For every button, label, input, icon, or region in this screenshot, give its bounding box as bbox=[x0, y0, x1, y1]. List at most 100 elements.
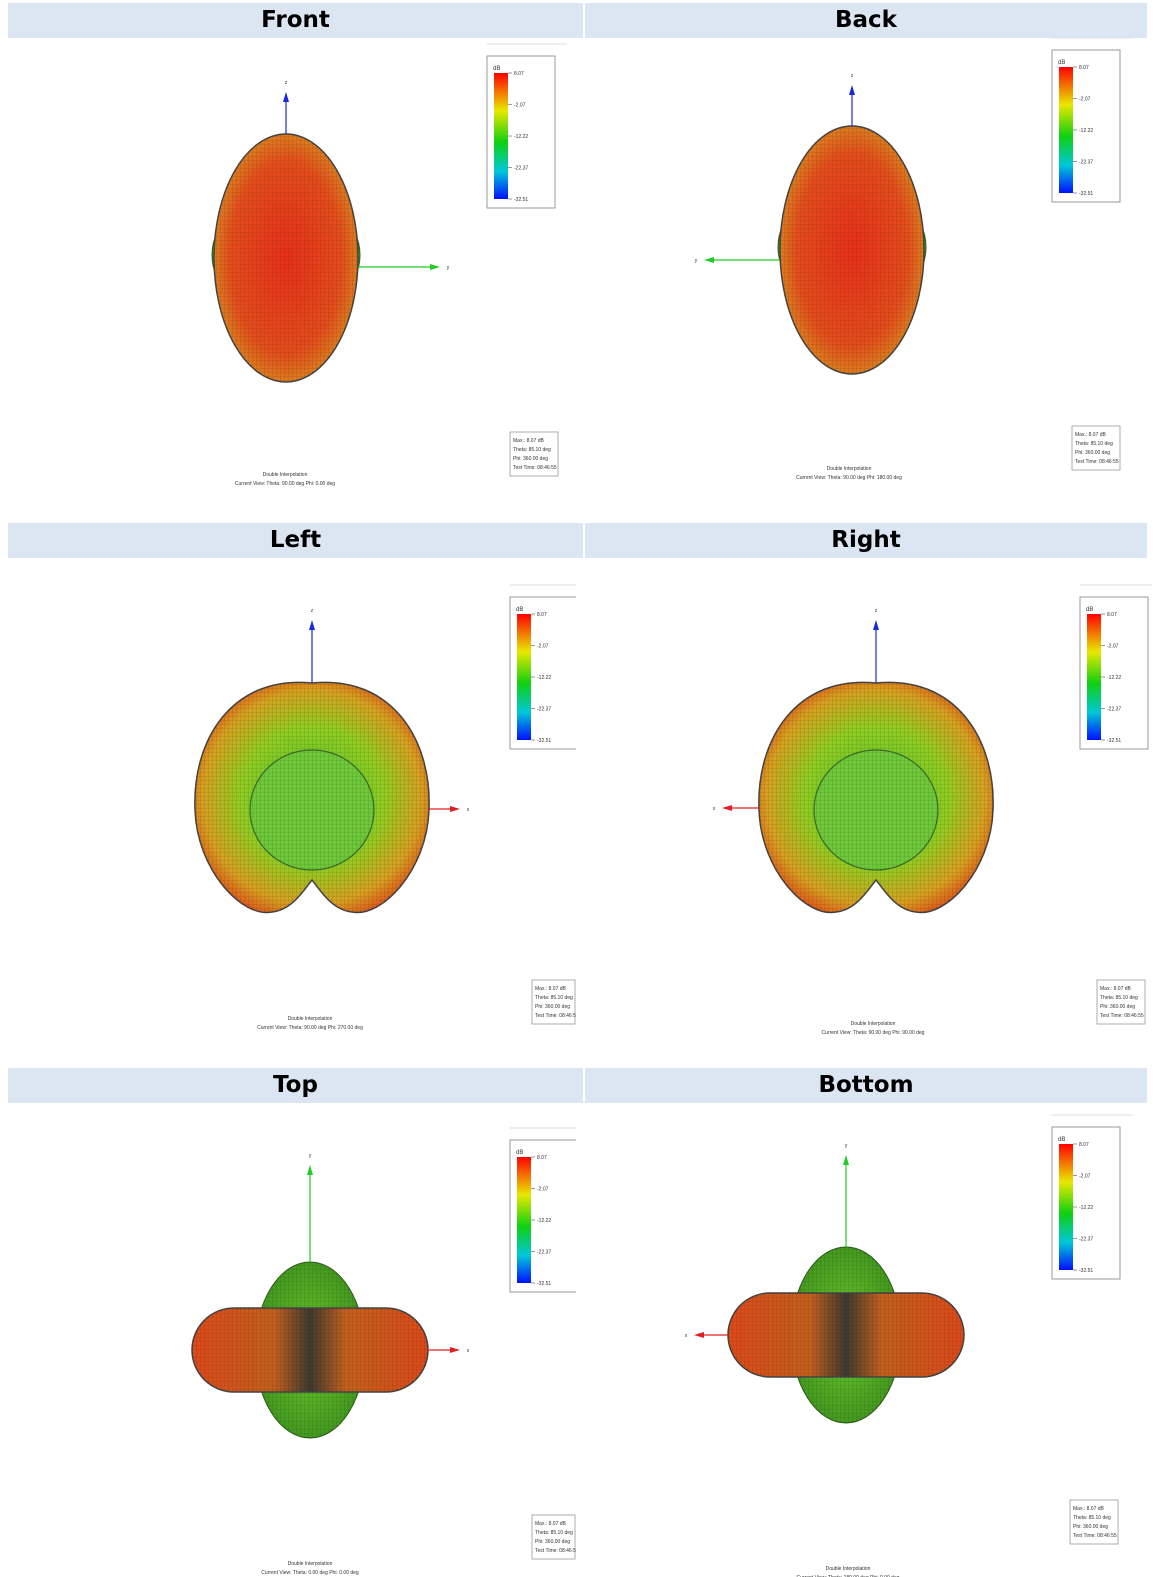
horizontal-arrow bbox=[704, 257, 714, 263]
panel: z y dB 8.07 -2.07 -12.22 -22.37 -32.51 Max.: 8.0… bbox=[0, 0, 583, 520]
info-line: Test Time: 08:46:55 bbox=[1073, 1533, 1117, 1539]
legend-tick-label: -22.37 bbox=[537, 1250, 551, 1256]
horizontal-arrow bbox=[450, 806, 460, 812]
legend-unit: dB bbox=[516, 607, 523, 613]
main-lobe-mesh bbox=[214, 134, 358, 382]
footer-mode: Double Interpolation bbox=[851, 1021, 896, 1027]
radiation-pattern: z x dB 8.07 -2.07 -12.22 -22.37 -32.51 Max.: 8.0… bbox=[713, 584, 1152, 1036]
legend-tick-label: -2.07 bbox=[514, 103, 526, 109]
info-box bbox=[1069, 1499, 1119, 1545]
info-line: Max.: 8.07 dB bbox=[1075, 432, 1107, 438]
horizontal-axis-label: y bbox=[447, 265, 450, 271]
legend-unit: dB bbox=[1058, 1137, 1065, 1143]
horizontal-arrow bbox=[722, 805, 732, 811]
legend-tick-label: 8.07 bbox=[1079, 1142, 1089, 1148]
colorbar bbox=[517, 1157, 531, 1283]
legend-tick-label: -12.22 bbox=[537, 1218, 551, 1224]
info-line: Max.: 8.07 dB bbox=[1100, 986, 1132, 992]
vertical-axis-label: z bbox=[875, 608, 878, 614]
legend-tick-label: 8.07 bbox=[1079, 65, 1089, 71]
legend-tick-label: 8.07 bbox=[1107, 612, 1117, 618]
footer-mode: Double Interpolation bbox=[288, 1016, 333, 1022]
info-line: Phi: 360.00 deg bbox=[535, 1539, 570, 1545]
legend-tick-label: -12.22 bbox=[1107, 675, 1121, 681]
footer-view: Current View: Theta: 90.00 deg Phi: 90.0… bbox=[822, 1030, 925, 1036]
panel-title: Right bbox=[585, 523, 1147, 558]
panel: z x dB 8.07 -2.07 -12.22 -22.37 -32.51 Max.: 8.0… bbox=[0, 520, 583, 1065]
panel-title: Top bbox=[8, 1068, 583, 1103]
info-line: Phi: 360.00 deg bbox=[1100, 1004, 1135, 1010]
panel: y x dB 8.07 -2.07 -12.22 -22.37 -32.51 Max.: 8.0… bbox=[0, 1065, 583, 1577]
legend-tick-label: -22.37 bbox=[1079, 1237, 1093, 1243]
panel-title: Back bbox=[585, 3, 1147, 38]
legend-tick-label: -32.51 bbox=[1079, 1268, 1093, 1274]
panel: z y dB 8.07 -2.07 -12.22 -22.37 -32.51 Max.: 8.0… bbox=[576, 0, 1152, 520]
inner-lobe-mesh bbox=[250, 750, 374, 870]
info-line: Max.: 8.07 dB bbox=[513, 438, 545, 444]
footer-view: Current View: Theta: 180.00 deg Phi: 0.0… bbox=[797, 1575, 900, 1577]
info-line: Max.: 8.07 dB bbox=[535, 1521, 567, 1527]
legend-tick-label: -32.51 bbox=[537, 1281, 551, 1287]
legend-unit: dB bbox=[516, 1150, 523, 1156]
colorbar bbox=[517, 614, 531, 740]
info-line: Theta: 85.10 deg bbox=[1100, 995, 1138, 1001]
info-line: Theta: 85.10 deg bbox=[513, 447, 551, 453]
panel: z x dB 8.07 -2.07 -12.22 -22.37 -32.51 Max.: 8.0… bbox=[576, 520, 1152, 1065]
vertical-arrow bbox=[283, 92, 289, 102]
horizontal-arrow bbox=[430, 264, 440, 270]
vertical-arrow bbox=[873, 620, 879, 630]
info-line: Theta: 85.10 deg bbox=[1073, 1515, 1111, 1521]
colorbar bbox=[494, 73, 508, 199]
vertical-axis-label: z bbox=[851, 73, 854, 79]
radiation-pattern: z y dB 8.07 -2.07 -12.22 -22.37 -32.51 Max.: 8.0… bbox=[695, 37, 1132, 481]
radiation-pattern: z x dB 8.07 -2.07 -12.22 -22.37 -32.51 Max.: 8.0… bbox=[194, 584, 576, 1031]
horizontal-arrow bbox=[694, 1332, 704, 1338]
info-line: Theta: 85.10 deg bbox=[1075, 441, 1113, 447]
footer-view: Current View: Theta: 0.00 deg Phi: 0.00 … bbox=[261, 1570, 359, 1576]
vertical-arrow bbox=[309, 620, 315, 630]
horizontal-axis-label: x bbox=[467, 1348, 470, 1354]
info-line: Test Time: 08:46:55 bbox=[1100, 1013, 1144, 1019]
info-line: Max.: 8.07 dB bbox=[1073, 1506, 1105, 1512]
legend-tick-label: -2.07 bbox=[1079, 97, 1091, 103]
info-line: Phi: 360.00 deg bbox=[1073, 1524, 1108, 1530]
vertical-axis-label: z bbox=[311, 608, 314, 614]
horizontal-arrow bbox=[450, 1347, 460, 1353]
info-box bbox=[531, 979, 576, 1025]
radiation-pattern: z y dB 8.07 -2.07 -12.22 -22.37 -32.51 Max.: 8.0… bbox=[211, 43, 567, 487]
legend-tick-label: -32.51 bbox=[1079, 191, 1093, 197]
legend-tick-label: -32.51 bbox=[514, 197, 528, 203]
main-lobe-mesh bbox=[192, 1308, 428, 1392]
vertical-axis-label: z bbox=[285, 80, 288, 86]
footer-view: Current View: Theta: 90.00 deg Phi: 180.… bbox=[796, 475, 902, 481]
vertical-arrow bbox=[849, 85, 855, 95]
main-lobe-mesh bbox=[780, 126, 924, 374]
info-line: Test Time: 08:46:55 bbox=[535, 1548, 576, 1554]
footer-mode: Double Interpolation bbox=[826, 1566, 871, 1572]
panel-title: Left bbox=[8, 523, 583, 558]
vertical-axis-label: y bbox=[845, 1143, 848, 1149]
radiation-pattern: y x dB 8.07 -2.07 -12.22 -22.37 -32.51 Max.: 8.0… bbox=[685, 1114, 1132, 1577]
panel: y x dB 8.07 -2.07 -12.22 -22.37 -32.51 Max.: 8.0… bbox=[576, 1065, 1152, 1577]
horizontal-axis-label: x bbox=[685, 1333, 688, 1339]
legend-tick-label: -2.07 bbox=[1079, 1174, 1091, 1180]
legend-tick-label: -12.22 bbox=[537, 675, 551, 681]
info-box bbox=[531, 1514, 576, 1560]
legend-tick-label: -12.22 bbox=[1079, 1205, 1093, 1211]
vertical-axis-label: y bbox=[309, 1153, 312, 1159]
legend-tick-label: -2.07 bbox=[1107, 644, 1119, 650]
info-box bbox=[1096, 979, 1146, 1025]
legend-tick-label: -22.37 bbox=[1107, 707, 1121, 713]
main-lobe-mesh bbox=[728, 1293, 964, 1377]
colorbar bbox=[1059, 67, 1073, 193]
info-box bbox=[1071, 425, 1121, 471]
info-box bbox=[509, 431, 559, 477]
footer-view: Current View: Theta: 90.00 deg Phi: 0.00… bbox=[235, 481, 335, 487]
legend-tick-label: -12.22 bbox=[514, 134, 528, 140]
panel-title: Front bbox=[8, 3, 583, 38]
legend-tick-label: -22.37 bbox=[1079, 160, 1093, 166]
legend-tick-label: -2.07 bbox=[537, 644, 549, 650]
vertical-arrow bbox=[843, 1155, 849, 1165]
colorbar bbox=[1059, 1144, 1073, 1270]
info-line: Theta: 85.10 deg bbox=[535, 995, 573, 1001]
